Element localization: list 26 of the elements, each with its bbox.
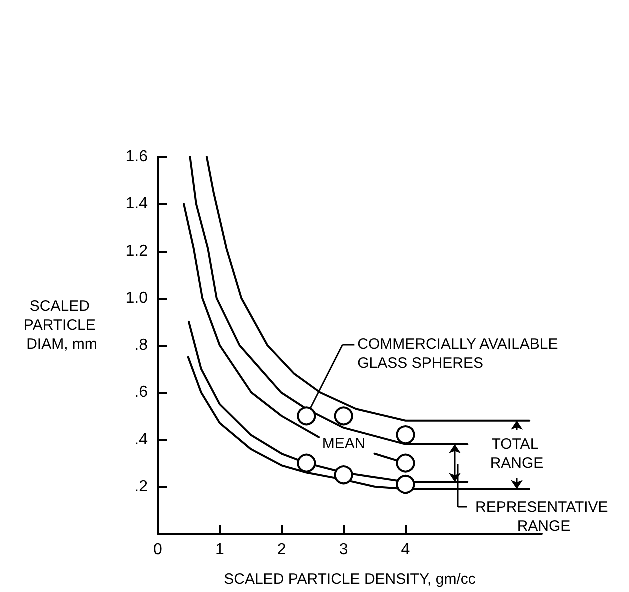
annotation: MEAN <box>322 436 366 452</box>
point <box>297 406 316 426</box>
y-axis-title: SCALED PARTICLE DIAM, mm <box>24 298 100 353</box>
x-tick-label: 2 <box>277 542 286 558</box>
x-tick-label: 4 <box>401 542 410 558</box>
y-tick-label: 1.0 <box>126 290 148 307</box>
x-tick-label: 1 <box>215 542 224 558</box>
point <box>396 454 416 473</box>
y-tick-label: .2 <box>134 478 148 496</box>
point <box>396 475 416 494</box>
point <box>334 406 354 426</box>
x-tick-label: 3 <box>339 542 348 558</box>
x-tick-label: 0 <box>154 542 163 558</box>
y-tick-label: 1.4 <box>126 196 148 213</box>
y-tick-label: .8 <box>134 337 148 354</box>
y-tick-label: 1.2 <box>126 242 148 260</box>
y-tick-label: .4 <box>134 431 148 448</box>
x-axis-title: SCALED PARTICLE DENSITY, gm/cc <box>224 571 476 588</box>
y-tick-label: .6 <box>134 384 148 402</box>
point <box>334 466 354 485</box>
annotation: COMMERCIALLY AVAILABLE GLASS SPHERES <box>358 336 562 372</box>
annotation: REPRESENTATIVE RANGE <box>476 499 612 536</box>
point <box>297 454 316 473</box>
point <box>396 426 416 445</box>
annotation: TOTAL RANGE <box>490 436 544 472</box>
y-tick-label: 1.6 <box>126 148 148 166</box>
